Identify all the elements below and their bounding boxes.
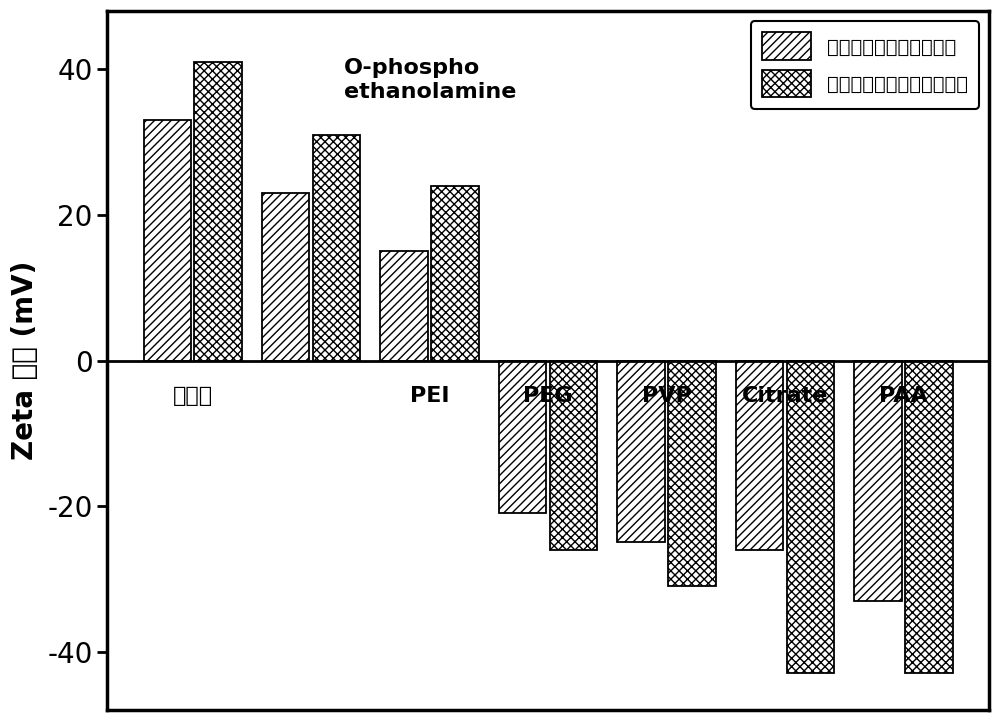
Y-axis label: Zeta 电势 (mV): Zeta 电势 (mV) — [11, 261, 39, 460]
Bar — [431, 186, 479, 360]
Bar — [499, 360, 546, 513]
Bar — [668, 360, 716, 586]
Text: PVP: PVP — [642, 386, 692, 406]
Bar — [313, 135, 360, 360]
Text: O-phospho
ethanolamine: O-phospho ethanolamine — [344, 58, 517, 102]
Bar — [550, 360, 597, 549]
Text: 无配体: 无配体 — [173, 386, 213, 406]
Text: PEG: PEG — [523, 386, 573, 406]
Text: PAA: PAA — [879, 386, 928, 406]
Bar — [854, 360, 902, 601]
Bar — [736, 360, 783, 549]
Bar — [194, 62, 242, 360]
Legend: 初始稀土氟化物纳米颗粒, 反应后稀土氟化物纳米颗粒: 初始稀土氟化物纳米颗粒, 反应后稀土氟化物纳米颗粒 — [751, 21, 979, 109]
Bar — [380, 252, 428, 360]
Bar — [144, 120, 191, 360]
Text: Citrate: Citrate — [742, 386, 828, 406]
Bar — [617, 360, 665, 542]
Text: PEI: PEI — [410, 386, 449, 406]
Bar — [787, 360, 834, 673]
Bar — [905, 360, 953, 673]
Bar — [262, 193, 309, 360]
